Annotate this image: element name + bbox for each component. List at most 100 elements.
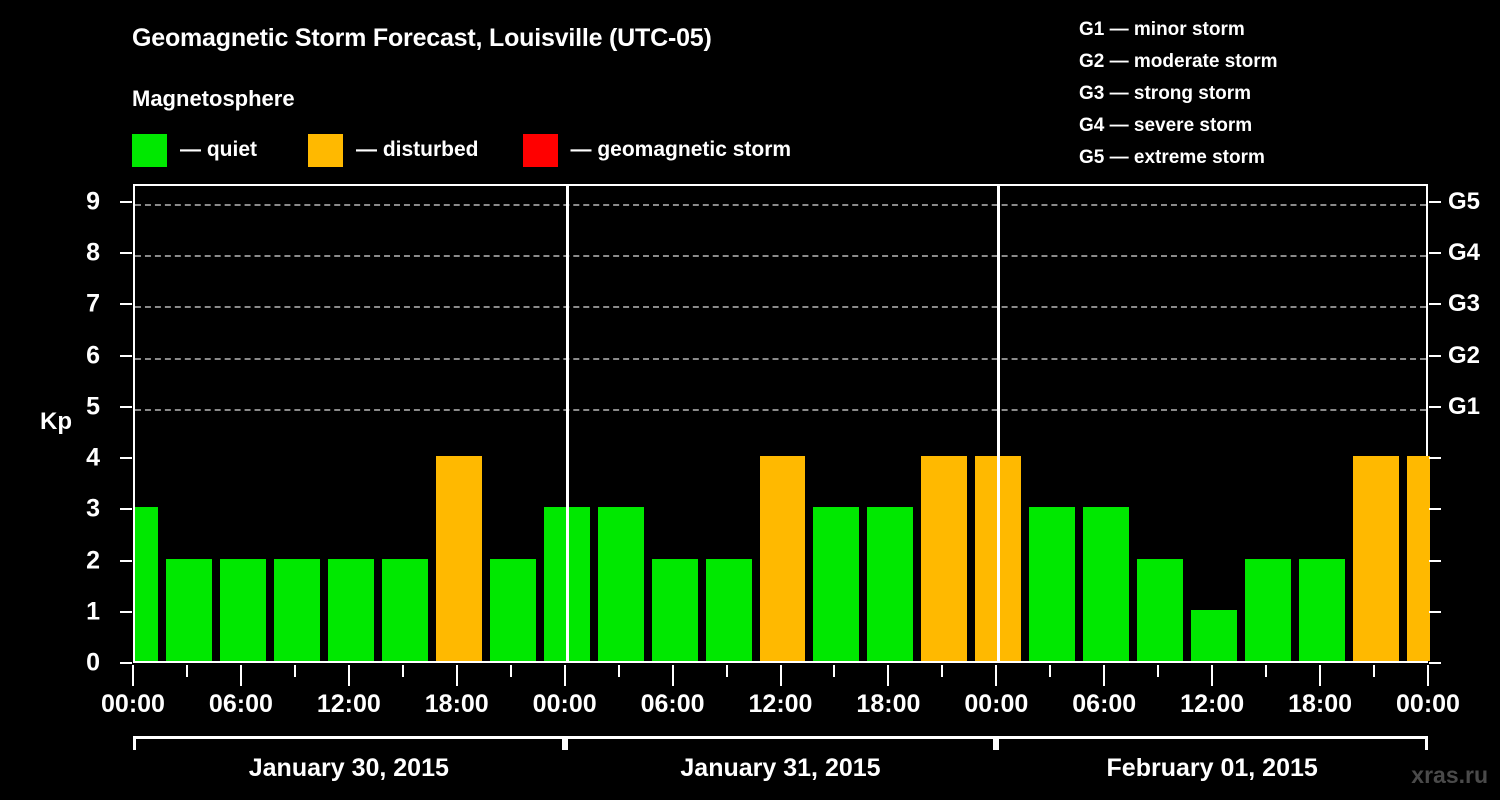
bar[interactable] (867, 507, 914, 661)
day-divider (997, 184, 1001, 661)
x-tick-label: 00:00 (1396, 690, 1460, 718)
color-legend: — quiet — disturbed — geomagnetic storm (132, 133, 791, 167)
x-tick-mark (1103, 665, 1106, 686)
bar[interactable] (1245, 558, 1292, 661)
bar[interactable] (759, 456, 806, 661)
x-tick-label: 18:00 (856, 690, 921, 718)
x-tick-mark (671, 665, 674, 686)
y-tick-label-0: 0 (86, 648, 100, 677)
bar[interactable] (435, 456, 482, 661)
x-tick-mark (1049, 665, 1052, 677)
x-tick-mark (617, 665, 620, 677)
bar[interactable] (1083, 507, 1130, 661)
bar[interactable] (705, 558, 752, 661)
y-axis-title: Kp (40, 408, 72, 435)
x-tick-label: 12:00 (1180, 690, 1245, 718)
gridline-kp-7 (135, 306, 1426, 309)
gscale-row-g1: G1 — minor storm (1079, 19, 1245, 40)
bar[interactable] (921, 456, 968, 661)
x-tick-mark (293, 665, 296, 677)
bar[interactable] (1299, 558, 1346, 661)
g-tick-label-g1: G1 (1448, 392, 1481, 420)
bar[interactable] (219, 558, 266, 661)
bar[interactable] (1407, 456, 1430, 661)
y-tick-label-3: 3 (86, 494, 100, 523)
x-tick-mark (833, 665, 836, 677)
watermark: xras.ru (1411, 762, 1488, 788)
x-tick-mark (1319, 665, 1322, 686)
y-tick-label-4: 4 (86, 443, 100, 472)
gridline-kp-8 (135, 255, 1426, 258)
y-tick-label-6: 6 (86, 341, 100, 370)
right-tick-mark (1429, 303, 1441, 306)
y-tick-mark (120, 662, 132, 664)
y-tick-mark (120, 354, 132, 357)
y-tick-mark (120, 559, 132, 562)
legend-label-storm: — geomagnetic storm (570, 138, 792, 161)
right-tick-mark (1429, 405, 1441, 408)
right-tick-mark (1429, 354, 1441, 357)
x-tick-mark (1157, 665, 1160, 677)
x-tick-mark (239, 665, 242, 686)
x-tick-mark (887, 665, 890, 686)
gscale-row-g4: G4 — severe storm (1079, 115, 1253, 136)
plot-inner (135, 184, 1430, 661)
day-bracket (564, 736, 997, 750)
x-tick-label: 06:00 (1072, 690, 1137, 718)
g-tick-label-g3: G3 (1448, 290, 1481, 318)
y-tick-mark (120, 303, 132, 306)
y-tick-mark (120, 508, 132, 511)
gscale-row-g3: G3 — strong storm (1079, 83, 1252, 104)
x-tick-mark (995, 665, 998, 686)
day-bracket (133, 736, 565, 750)
x-tick-label: 00:00 (532, 690, 597, 718)
x-tick-mark (1211, 665, 1214, 686)
gscale-legend: G1 — minor storm G2 — moderate storm G3 … (1079, 14, 1278, 174)
bar[interactable] (651, 558, 698, 661)
y-tick-mark (120, 457, 132, 460)
bar[interactable] (1353, 456, 1400, 661)
g-tick-label-g5: G5 (1448, 188, 1481, 215)
red-swatch (522, 133, 558, 167)
y-tick-label-2: 2 (86, 546, 100, 575)
x-tick-label: 06:00 (208, 690, 273, 718)
gridline-kp-9 (135, 204, 1426, 206)
bar[interactable] (1191, 609, 1238, 661)
right-tick-mark (1429, 201, 1441, 203)
x-tick-mark (725, 665, 728, 677)
bar[interactable] (273, 558, 320, 661)
y-axis-tick-labels: 0 1 2 3 4 5 6 7 8 9 (70, 0, 100, 800)
bar[interactable] (381, 558, 428, 661)
bar[interactable] (165, 558, 212, 661)
x-tick-mark (1265, 665, 1268, 677)
green-swatch (132, 133, 167, 167)
x-tick-mark (455, 665, 458, 686)
x-tick-label: 18:00 (1288, 690, 1353, 718)
magnetosphere-label: Magnetosphere (132, 86, 295, 111)
legend-entry-disturbed: — disturbed (308, 133, 479, 167)
x-tick-mark (132, 665, 134, 686)
day-bracket (996, 736, 1428, 750)
bar[interactable] (489, 558, 536, 661)
bar[interactable] (135, 507, 158, 661)
legend-entry-storm: — geomagnetic storm (522, 133, 792, 167)
x-tick-label: 00:00 (101, 690, 165, 718)
x-tick-mark (779, 665, 782, 686)
x-tick-mark (563, 665, 566, 686)
bar[interactable] (813, 507, 860, 661)
legend-label-disturbed: — disturbed (356, 138, 479, 161)
gridline-kp-6 (135, 357, 1426, 360)
bar[interactable] (597, 507, 644, 661)
y-tick-mark (120, 201, 132, 203)
right-tick-mark (1429, 662, 1441, 664)
legend-label-quiet: — quiet (180, 138, 257, 161)
bar[interactable] (327, 558, 374, 661)
right-tick-mark (1429, 508, 1441, 511)
bar[interactable] (1137, 558, 1184, 661)
g-tick-label-g2: G2 (1448, 341, 1481, 369)
plot-area (133, 184, 1430, 663)
gridline-kp-5 (135, 408, 1426, 411)
gscale-row-g2: G2 — moderate storm (1079, 51, 1278, 72)
bar[interactable] (1029, 507, 1076, 661)
y-tick-mark (120, 405, 132, 408)
